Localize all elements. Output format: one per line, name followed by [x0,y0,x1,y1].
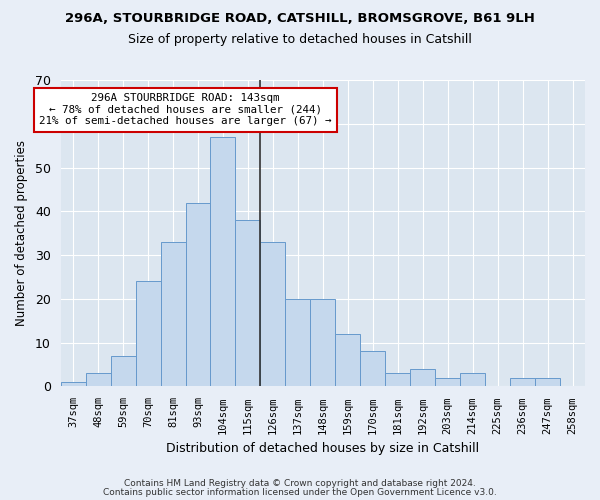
Bar [510,378,535,386]
Bar [161,242,185,386]
Bar [310,299,335,386]
Bar [211,137,235,386]
Text: Contains public sector information licensed under the Open Government Licence v3: Contains public sector information licen… [103,488,497,497]
Bar [385,374,410,386]
Bar [86,374,110,386]
Bar [286,299,310,386]
Text: 296A, STOURBRIDGE ROAD, CATSHILL, BROMSGROVE, B61 9LH: 296A, STOURBRIDGE ROAD, CATSHILL, BROMSG… [65,12,535,26]
Bar [335,334,360,386]
Bar [61,382,86,386]
Bar [260,242,286,386]
Bar [136,282,161,387]
Bar [460,374,485,386]
Bar [435,378,460,386]
Text: 296A STOURBRIDGE ROAD: 143sqm
← 78% of detached houses are smaller (244)
21% of : 296A STOURBRIDGE ROAD: 143sqm ← 78% of d… [39,93,332,126]
Y-axis label: Number of detached properties: Number of detached properties [15,140,28,326]
Bar [360,352,385,386]
X-axis label: Distribution of detached houses by size in Catshill: Distribution of detached houses by size … [166,442,479,455]
Bar [235,220,260,386]
Bar [185,202,211,386]
Text: Contains HM Land Registry data © Crown copyright and database right 2024.: Contains HM Land Registry data © Crown c… [124,478,476,488]
Text: Size of property relative to detached houses in Catshill: Size of property relative to detached ho… [128,32,472,46]
Bar [410,369,435,386]
Bar [535,378,560,386]
Bar [110,356,136,386]
